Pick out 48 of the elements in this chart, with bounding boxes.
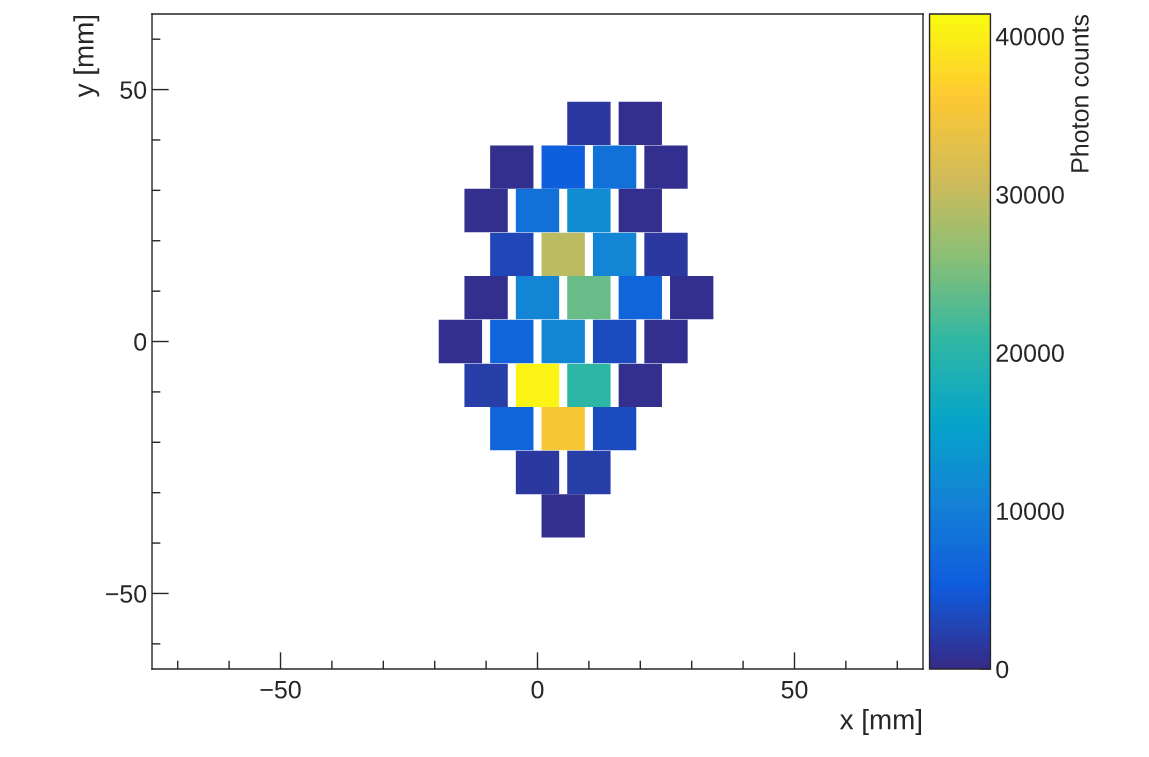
y-axis-title: y [mm] (73, 15, 100, 98)
point (592, 319, 637, 364)
point (592, 232, 637, 277)
point (464, 276, 508, 320)
point (644, 319, 688, 364)
point (541, 407, 585, 451)
point (515, 363, 560, 408)
color-bar-label: 0 (996, 660, 1009, 679)
color-bar-label: 10000 (997, 502, 1064, 521)
point (618, 188, 662, 233)
y-tick-label: 0 (134, 333, 147, 351)
point (541, 145, 585, 189)
point (567, 363, 611, 408)
point (490, 319, 534, 364)
point (592, 407, 637, 451)
point (438, 319, 483, 364)
point (567, 276, 611, 320)
x-tick-label: 50 (781, 680, 808, 699)
point (464, 188, 508, 233)
point (592, 145, 637, 189)
point (515, 188, 560, 233)
color-bar-label: 20000 (996, 344, 1064, 362)
point (644, 232, 688, 277)
x-tick-label: −50 (260, 680, 301, 699)
point (618, 363, 662, 408)
point (490, 232, 534, 277)
y-tick-label: −50 (105, 585, 147, 603)
point (567, 188, 611, 233)
point (618, 101, 662, 146)
point (618, 276, 662, 320)
point (490, 145, 534, 189)
x-axis-title: x [mm] (839, 709, 922, 735)
point (515, 450, 560, 495)
point (644, 145, 688, 189)
point (541, 494, 585, 538)
point (490, 407, 534, 451)
x-tick-label: 0 (531, 680, 544, 699)
point (515, 276, 560, 320)
point (670, 276, 714, 320)
point (464, 363, 508, 408)
point (567, 101, 611, 146)
color-bar-label: 30000 (996, 185, 1064, 204)
y-tick-label: 50 (120, 81, 147, 99)
color-bar-title: Photon counts (1070, 14, 1089, 172)
point (541, 319, 585, 364)
color-bar-label: 40000 (995, 27, 1064, 46)
point (541, 232, 585, 277)
point (567, 450, 611, 495)
